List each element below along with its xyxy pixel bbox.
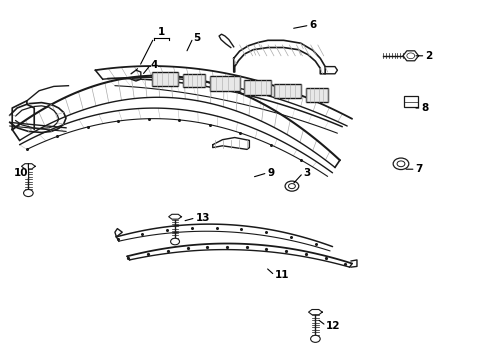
Text: 9: 9 [267, 168, 274, 178]
Text: 2: 2 [425, 51, 432, 61]
Text: 12: 12 [325, 321, 340, 331]
Text: 13: 13 [195, 213, 210, 223]
Text: 8: 8 [421, 103, 428, 113]
Text: 11: 11 [274, 270, 289, 280]
Text: 7: 7 [415, 164, 422, 174]
Bar [273, 84, 300, 98]
Polygon shape [402, 51, 418, 61]
Bar [403, 96, 417, 107]
Bar [151, 72, 178, 86]
Text: 1: 1 [158, 27, 164, 37]
Bar [210, 76, 239, 91]
Bar [244, 80, 271, 95]
Text: 10: 10 [14, 168, 28, 178]
Polygon shape [308, 310, 322, 315]
Circle shape [170, 238, 179, 245]
Circle shape [392, 158, 408, 170]
Polygon shape [168, 214, 181, 219]
Polygon shape [21, 164, 35, 169]
Bar [183, 74, 205, 87]
Circle shape [310, 335, 320, 342]
Circle shape [23, 189, 33, 197]
Bar [305, 88, 327, 102]
Text: 5: 5 [193, 33, 200, 43]
Text: 4: 4 [150, 60, 158, 70]
Text: 3: 3 [303, 168, 310, 178]
Text: 6: 6 [309, 20, 316, 30]
